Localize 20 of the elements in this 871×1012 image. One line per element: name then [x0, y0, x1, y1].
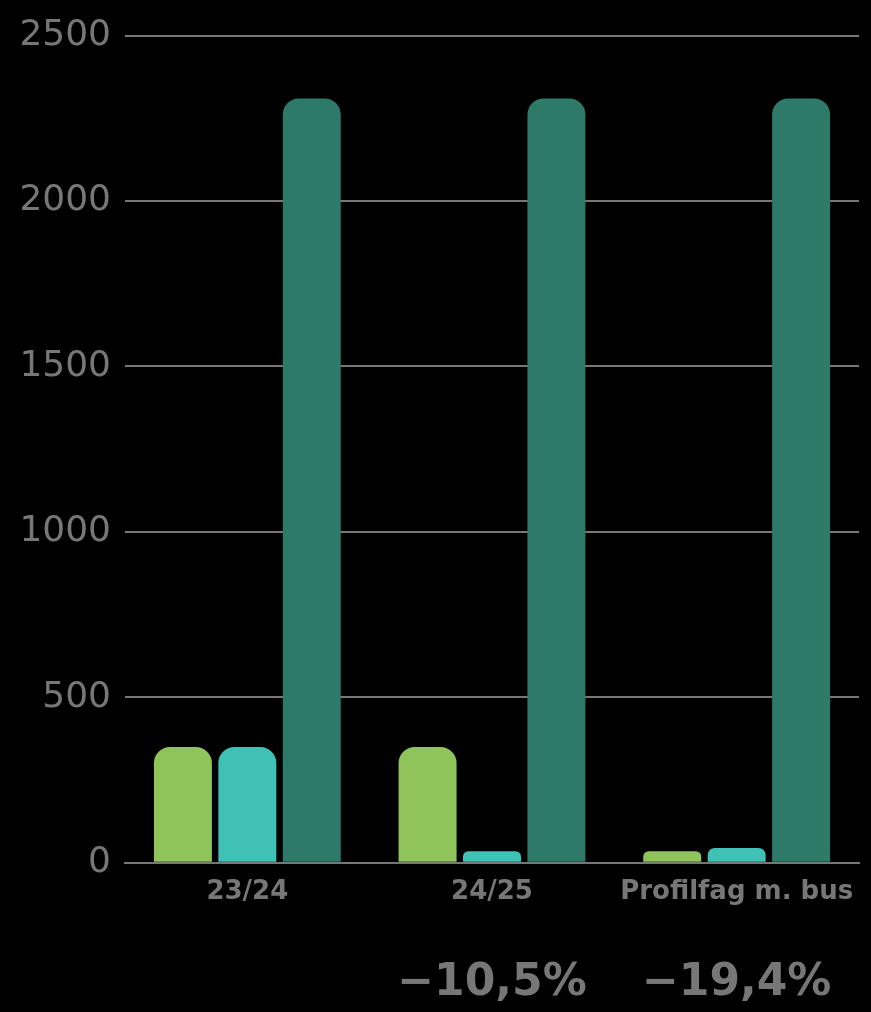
y-tick-label: 500 — [42, 673, 111, 715]
text: −19,4% — [641, 954, 832, 1005]
bar — [527, 98, 586, 862]
bar — [643, 851, 702, 862]
x-tick-label: 24/25 — [451, 875, 533, 906]
bar — [282, 98, 341, 862]
bar — [707, 847, 766, 862]
y-tick-label: 2500 — [19, 11, 111, 53]
y-tick-label: 2000 — [19, 177, 111, 219]
y-tick-label: 1000 — [19, 508, 111, 550]
x-tick-label: Profilfag m. bus — [620, 875, 854, 906]
bar — [218, 746, 277, 862]
bar — [398, 746, 457, 862]
bar — [772, 98, 831, 862]
bar — [153, 746, 212, 862]
bar — [463, 851, 521, 862]
y-tick-label: 0 — [88, 839, 111, 881]
y-tick-label: 1500 — [19, 342, 111, 384]
x-tick-label: 23/24 — [206, 875, 289, 906]
text: −10,5% — [397, 954, 587, 1005]
